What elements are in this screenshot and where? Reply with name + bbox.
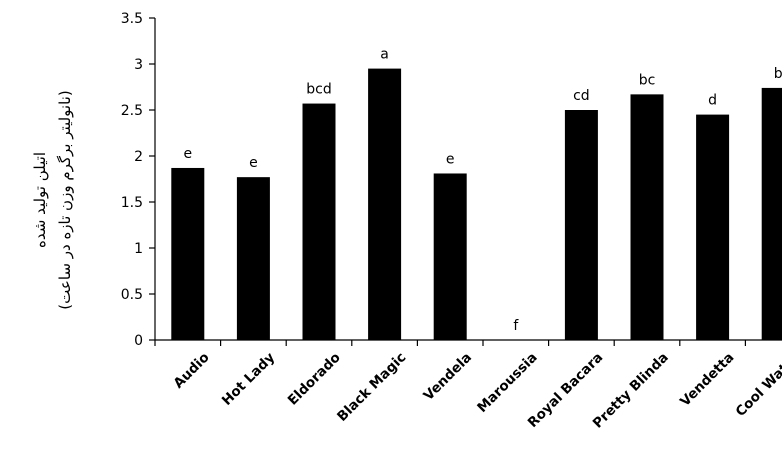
x-tick-label: Audio [170,350,212,392]
bar [433,173,467,340]
y-axis-label-line1: اتیلن تولید شده [31,152,49,248]
x-tick-label: Black Magic [334,350,409,425]
bar [564,110,598,340]
x-tick-label: Vendetta [677,350,737,410]
y-tick-label: 2.5 [121,103,143,119]
y-axis-label-line2: (نانولیتر برگرم وزن تازه در ساعت) [56,90,74,309]
bar [171,167,205,340]
x-tick-label: Maroussia [474,350,540,416]
bar [236,177,270,340]
y-axis-title: اتیلن تولید شده (نانولیتر برگرم وزن تازه… [31,90,74,309]
y-tick-label: 3 [134,57,143,73]
data-label: a [380,47,389,63]
y-axis: 0 0.5 1 1.5 2 2.5 3 3.5 [121,11,156,349]
data-label: e [446,151,455,167]
x-tick-label: Cool Water [733,349,782,420]
data-label: e [249,155,258,171]
y-tick-label: 3.5 [121,11,143,27]
data-label: d [708,93,717,109]
bar [696,114,730,340]
data-label: cd [573,88,590,104]
data-label: f [513,318,519,334]
y-tick-label: 0.5 [121,287,143,303]
data-label: bc [639,72,656,88]
y-tick-label: 1.5 [121,195,143,211]
x-tick-label: Eldorado [285,350,344,409]
data-label: e [183,146,192,162]
bar [761,87,782,340]
y-tick-label: 0 [134,333,143,349]
y-tick-label: 2 [134,149,143,165]
y-tick-label: 1 [134,241,143,257]
data-label: bcd [306,82,331,98]
data-label: b [774,66,782,82]
x-tick-label: Hot Lady [219,349,278,408]
x-tick-label: Vendela [421,350,475,404]
bar [630,94,664,340]
bar [368,68,402,340]
bar [302,103,336,340]
